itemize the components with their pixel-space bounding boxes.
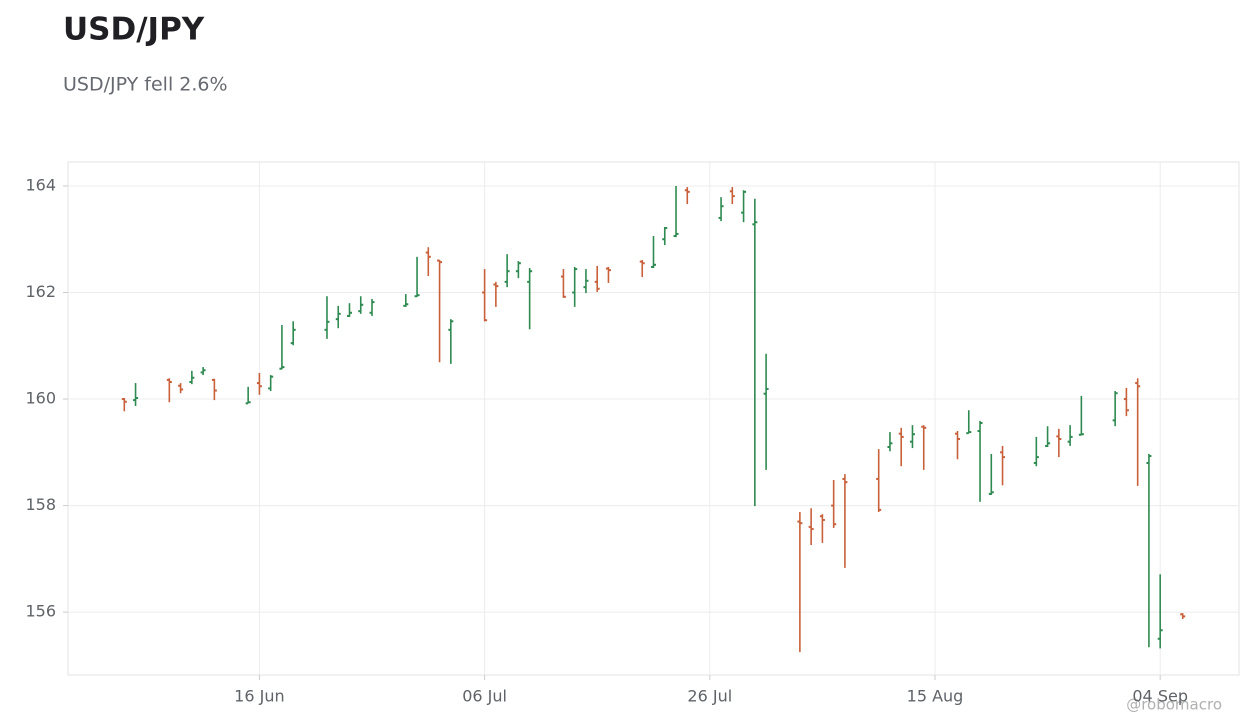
y-tick-label: 164: [25, 175, 56, 194]
chart-title: USD/JPY: [63, 12, 205, 48]
x-tick-label: 16 Jun: [234, 687, 284, 706]
y-tick-label: 156: [25, 602, 56, 621]
plot-frame: [67, 161, 1240, 676]
watermark: @robomacro: [1126, 696, 1222, 714]
y-tick-label: 158: [25, 495, 56, 514]
x-tick-label: 26 Jul: [687, 687, 732, 706]
x-tick-label: 04 Sep: [1132, 687, 1188, 706]
x-tick-label: 06 Jul: [462, 687, 507, 706]
chart-subtitle: USD/JPY fell 2.6%: [63, 74, 228, 96]
x-tick-label: 15 Aug: [907, 687, 964, 706]
y-tick-label: 160: [25, 389, 56, 408]
y-tick-label: 162: [25, 282, 56, 301]
